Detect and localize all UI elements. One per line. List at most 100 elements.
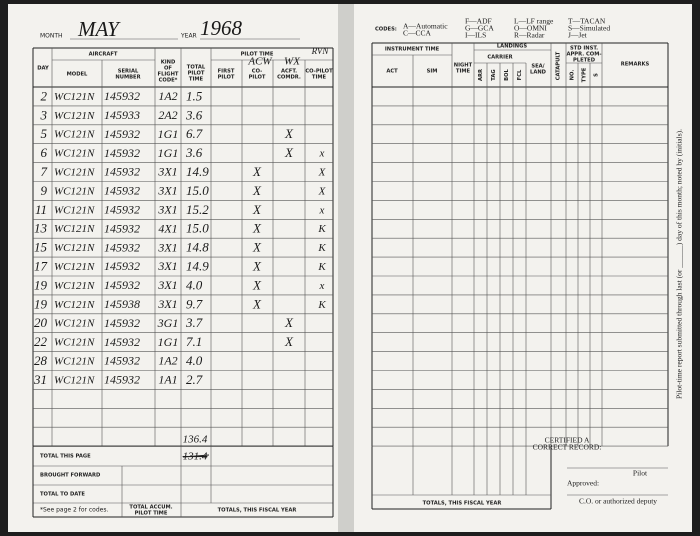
header-label: TOTAL xyxy=(187,65,206,71)
serial: 145932 xyxy=(104,278,140,292)
check-mark: X xyxy=(284,315,294,330)
header-label: CORRECT RECORD: xyxy=(533,443,602,452)
side-note: Pilot-time report submitted through last… xyxy=(675,129,684,399)
header-label: ACT xyxy=(386,69,398,75)
flight-code: 1G1 xyxy=(158,335,179,349)
check-mark: X xyxy=(252,202,262,217)
model: WC121N xyxy=(54,280,95,292)
serial: 145932 xyxy=(104,335,140,349)
day: 13 xyxy=(34,221,48,236)
check-mark: X xyxy=(252,296,262,311)
check-mark: X xyxy=(252,258,262,273)
check-mark: X xyxy=(252,221,262,236)
flight-code: 3X1 xyxy=(157,165,177,179)
flight-code: 3X1 xyxy=(157,240,177,254)
fiscal-label: TOTALS, THIS FISCAL YEAR xyxy=(218,508,297,514)
check-mark: K xyxy=(317,299,326,311)
header-label: SEA/ xyxy=(531,64,544,70)
header-label: PILOT TIME xyxy=(135,511,168,517)
header-label: CARRIER xyxy=(487,55,512,61)
header-label: TOTAL ACCUM. xyxy=(129,505,172,511)
day: 3 xyxy=(40,107,48,122)
flight-code: 1G1 xyxy=(158,146,179,160)
rule xyxy=(182,454,210,458)
check-mark: X xyxy=(252,240,262,255)
header-label: FIRST xyxy=(218,69,235,75)
day: 2 xyxy=(41,88,48,103)
day: 22 xyxy=(34,334,48,349)
header-label: SIM xyxy=(427,69,438,75)
check-mark: K xyxy=(317,242,326,254)
header-label: TIME xyxy=(456,69,471,75)
pilot-time: 7.1 xyxy=(186,334,202,349)
header-label: MODEL xyxy=(67,72,88,78)
flight-code: 3X1 xyxy=(157,203,177,217)
check-mark: X xyxy=(252,277,262,292)
header-label: TAG xyxy=(491,69,497,80)
check-mark: X xyxy=(252,164,262,179)
model: WC121N xyxy=(54,374,95,386)
header-label: COMDR. xyxy=(277,75,301,81)
code-entry: F—ADF xyxy=(465,17,492,26)
handwritten-header: ACW xyxy=(247,56,272,68)
header-label: S xyxy=(594,73,600,77)
pilot-time: 3.6 xyxy=(185,145,203,160)
header-label: KIND xyxy=(161,60,176,66)
header-label: NUMBER xyxy=(115,75,140,81)
header-label: ACFT. xyxy=(281,69,297,75)
pilot-time: 9.7 xyxy=(186,296,203,311)
day: 20 xyxy=(34,315,48,330)
brought-forward: BROUGHT FORWARD xyxy=(40,473,101,479)
code-entry: R—Radar xyxy=(514,31,545,40)
code-entry: J—Jet xyxy=(568,31,588,40)
serial: 145932 xyxy=(104,221,140,235)
approved-label: Approved: xyxy=(567,479,599,488)
model: WC121N xyxy=(54,356,95,368)
serial: 145932 xyxy=(104,373,140,387)
check-mark: x xyxy=(319,148,325,160)
year-label: YEAR xyxy=(180,33,197,40)
day: 11 xyxy=(35,202,47,217)
serial: 145932 xyxy=(104,165,140,179)
header-label: TYPE xyxy=(582,67,588,82)
code-entry: O—OMNI xyxy=(514,24,547,33)
header-label: TIME xyxy=(312,75,327,81)
check-mark: X xyxy=(284,126,294,141)
pilot-time: 15.0 xyxy=(186,221,209,236)
header-label: OF xyxy=(164,66,172,72)
flight-code: 1A2 xyxy=(158,354,177,368)
right-page xyxy=(350,4,692,532)
day: 28 xyxy=(34,353,48,368)
total-label: TOTAL THIS PAGE xyxy=(40,454,91,460)
flight-code: 1G1 xyxy=(158,127,179,141)
pilot-time: 4.0 xyxy=(186,353,203,368)
month-label: MONTH xyxy=(40,33,63,40)
serial: 145932 xyxy=(104,127,140,141)
serial: 145938 xyxy=(104,297,140,311)
code-entry: A—Automatic xyxy=(403,22,448,31)
day: 9 xyxy=(41,183,48,198)
flight-code: 3X1 xyxy=(157,297,177,311)
pilot-time: 15.2 xyxy=(186,202,209,217)
model: WC121N xyxy=(54,242,95,254)
model: WC121N xyxy=(54,318,95,330)
header-label: FLIGHT xyxy=(158,72,179,78)
model: WC121N xyxy=(54,261,95,273)
codes-label: CODES: xyxy=(375,27,397,33)
fiscal-label: TOTALS, THIS FISCAL YEAR xyxy=(423,501,502,507)
day: 15 xyxy=(34,240,48,255)
flight-code: 3X1 xyxy=(157,278,177,292)
check-mark: X xyxy=(318,167,327,179)
check-mark: x xyxy=(319,204,325,216)
model: WC121N xyxy=(54,299,95,311)
serial: 145932 xyxy=(104,316,140,330)
check-mark: X xyxy=(318,185,327,197)
handwritten-header: WX xyxy=(284,56,301,68)
header-label: CO-PILOT xyxy=(305,69,333,75)
header-label: DAY xyxy=(37,66,49,72)
serial: 145933 xyxy=(104,108,140,122)
flight-code: 3X1 xyxy=(157,259,177,273)
code-entry: S—Simulated xyxy=(568,24,610,33)
pilot-time: 14.9 xyxy=(186,164,209,179)
